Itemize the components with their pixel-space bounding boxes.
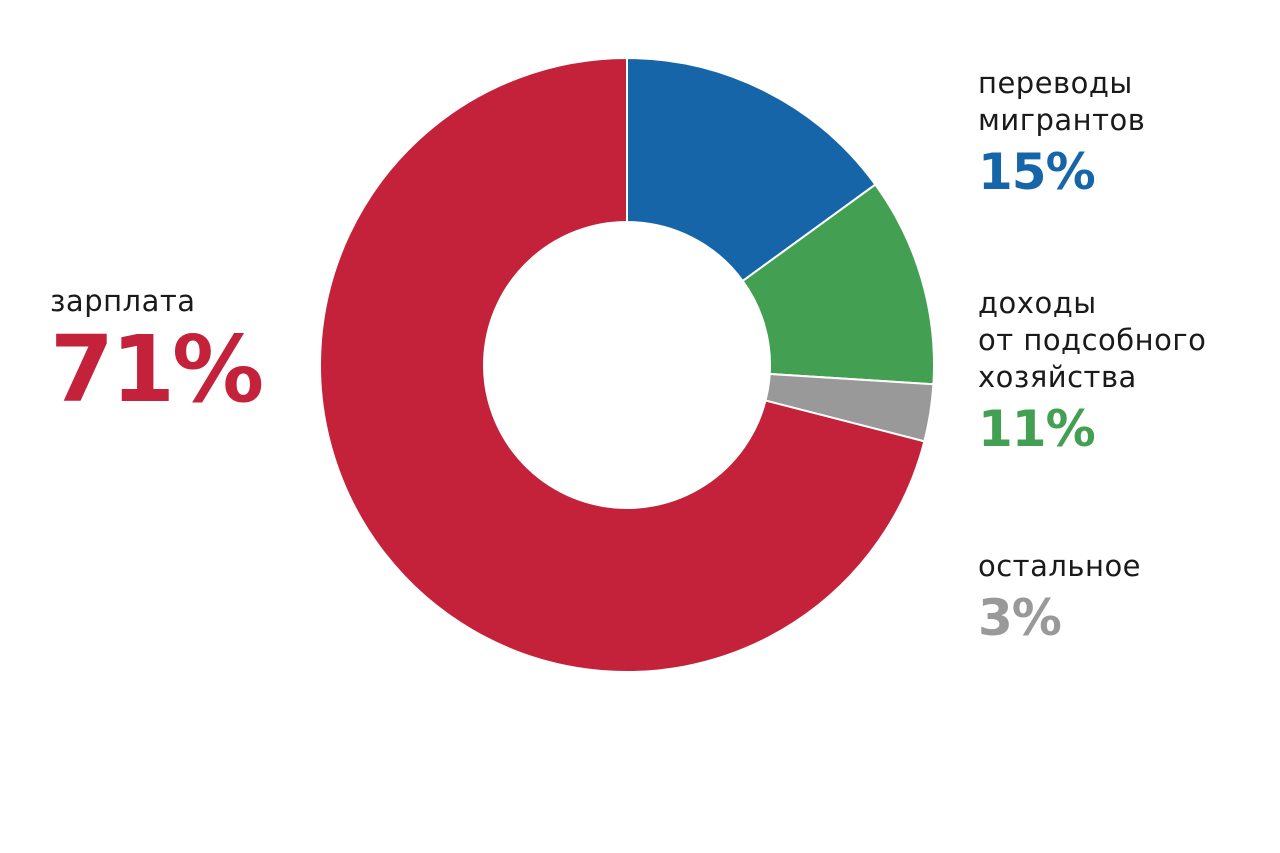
label-farm-income-line-1: доходы xyxy=(978,286,1097,320)
label-other: остальное 3% xyxy=(978,548,1141,647)
slice-farm xyxy=(741,183,935,386)
label-remittances-line-1: переводы xyxy=(978,66,1133,100)
label-farm-income: доходы от подсобного хозяйства 11% xyxy=(978,285,1206,458)
label-other-percent: 3% xyxy=(978,589,1062,647)
label-other-line: остальное xyxy=(978,549,1142,583)
label-farm-income-line-2: от подсобного xyxy=(978,323,1207,357)
label-remittances-line-2: мигрантов xyxy=(978,103,1146,137)
label-remittances-percent: 15% xyxy=(978,143,1096,201)
label-remittances: переводы мигрантов 15% xyxy=(978,65,1145,201)
label-farm-income-percent: 11% xyxy=(978,400,1096,458)
slice-remit xyxy=(626,56,877,283)
label-salary: зарплата 71% xyxy=(50,283,264,423)
label-salary-line: зарплата xyxy=(50,284,196,318)
label-salary-percent: 71% xyxy=(50,316,264,423)
label-farm-income-line-3: хозяйства xyxy=(978,360,1137,394)
slice-salary xyxy=(319,56,926,673)
donut-slices xyxy=(319,56,935,673)
